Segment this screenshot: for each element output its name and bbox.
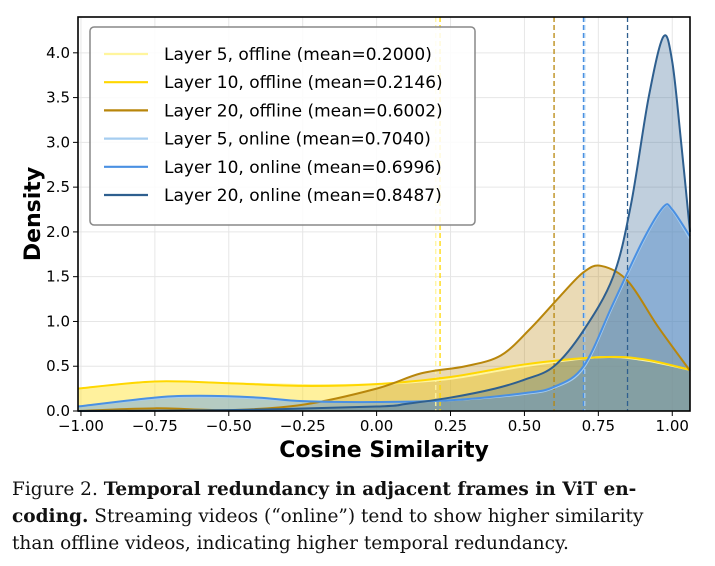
density-chart: −1.00 −0.75 −0.50 −0.25 0.00 0.25 0.50 0.75 1.00… <box>21 16 691 463</box>
x-ticks: −1.00 −0.75 −0.50 −0.25 0.00 0.25 0.50 0.75 1.00 <box>58 411 689 435</box>
y-tick-label: 0.5 <box>46 357 70 375</box>
density-fill-4 <box>78 204 690 411</box>
y-tick-label: 3.0 <box>46 133 70 151</box>
y-axis-label: Density <box>21 167 46 261</box>
caption-title-cont: coding. <box>12 506 89 527</box>
x-tick-label: 0.75 <box>582 417 615 435</box>
y-tick-label: 3.5 <box>46 89 70 107</box>
density-lines <box>77 34 691 412</box>
legend: Layer 5, offline (mean=0.2000) Layer 10, … <box>89 26 476 226</box>
y-tick-label: 4.0 <box>46 44 70 62</box>
legend-label: Layer 20, offline (mean=0.6002) <box>164 101 443 121</box>
legend-box <box>89 26 476 226</box>
legend-label: Layer 10, offline (mean=0.2146) <box>164 73 443 93</box>
legend-label: Layer 10, online (mean=0.6996) <box>164 158 442 178</box>
density-line-4 <box>77 203 691 408</box>
y-tick-label: 1.0 <box>46 312 70 330</box>
x-tick-label: −0.50 <box>206 417 252 435</box>
x-tick-label: 0.50 <box>508 417 541 435</box>
caption-title: Temporal redundancy in adjacent frames i… <box>103 479 637 500</box>
x-tick-label: 0.25 <box>434 417 467 435</box>
x-tick-label: −1.00 <box>58 417 104 435</box>
figure-caption: Figure 2. Temporal redundancy in adjacen… <box>12 476 707 557</box>
y-tick-label: 2.0 <box>46 223 70 241</box>
x-tick-label: −0.75 <box>132 417 178 435</box>
density-fill-3 <box>78 204 690 411</box>
x-tick-label: −0.25 <box>280 417 326 435</box>
x-axis-label: Cosine Similarity <box>279 438 489 463</box>
plot-frame <box>77 16 691 412</box>
x-tick-label: 1.00 <box>656 417 689 435</box>
caption-body: Streaming videos (“online”) tend to show… <box>94 506 644 527</box>
y-ticks: 0.0 0.5 1.0 1.5 2.0 2.5 3.0 3.5 4.0 <box>46 44 78 420</box>
y-tick-label: 0.0 <box>46 402 70 420</box>
caption-body-cont: than offline videos, indicating higher t… <box>12 533 569 554</box>
legend-label: Layer 5, offline (mean=0.2000) <box>164 45 432 65</box>
y-tick-label: 2.5 <box>46 178 70 196</box>
x-tick-label: 0.00 <box>360 417 393 435</box>
density-line-1 <box>77 355 691 390</box>
caption-label: Figure 2. <box>12 479 98 500</box>
density-fill-5 <box>78 35 690 411</box>
legend-label: Layer 20, online (mean=0.8487) <box>164 186 442 206</box>
y-tick-label: 1.5 <box>46 268 70 286</box>
density-line-5 <box>77 34 691 412</box>
legend-label: Layer 5, online (mean=0.7040) <box>164 130 431 150</box>
